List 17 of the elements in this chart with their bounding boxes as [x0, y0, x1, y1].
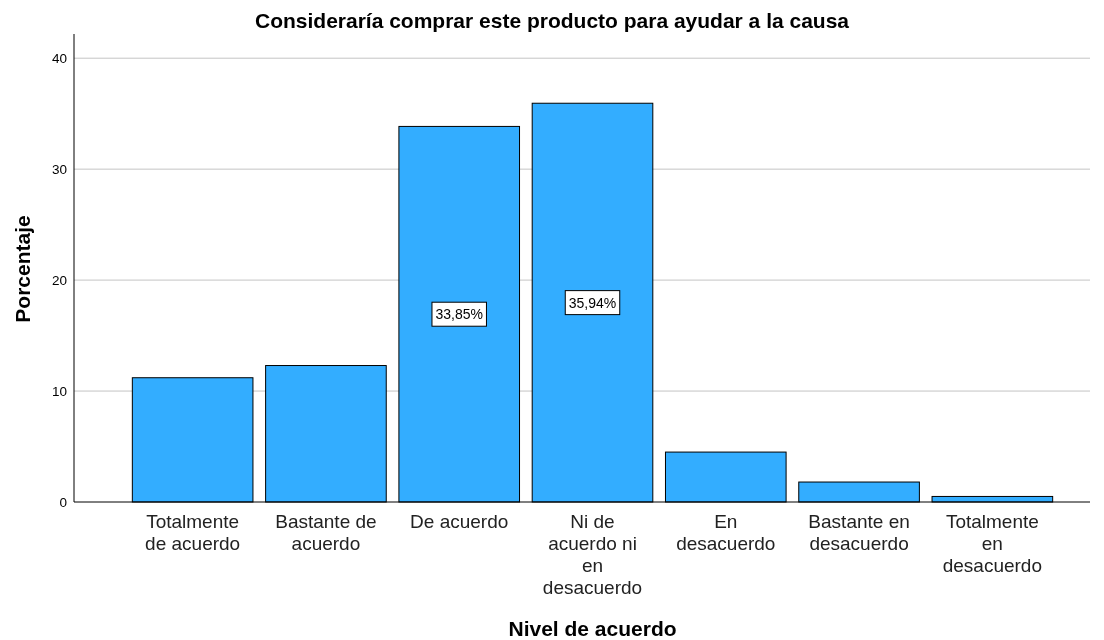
x-tick-label: Bastante de acuerdo — [275, 511, 377, 554]
y-tick-label: 30 — [51, 161, 67, 177]
x-tick-label: En desacuerdo — [676, 511, 776, 554]
data-label: 35,94% — [568, 294, 617, 311]
y-tick-label: 10 — [51, 383, 67, 399]
y-tick-label: 0 — [59, 494, 67, 510]
chart-title: Consideraría comprar este producto para ayudar a la causa — [254, 9, 850, 32]
x-tick-label: Ni de acuerdo ni en desacuerdo — [542, 511, 643, 598]
y-tick-label: 40 — [51, 50, 67, 66]
y-axis-title: Porcentaje — [11, 215, 34, 323]
x-tick-label: Totalmente en desacuerdo — [942, 511, 1043, 576]
x-tick-label: Bastante en desacuerdo — [808, 511, 910, 554]
y-tick-label: 20 — [51, 272, 67, 288]
x-tick-label: Totalmente de acuerdo — [145, 511, 241, 554]
x-axis-title: Nivel de acuerdo — [508, 617, 677, 640]
x-tick-label: De acuerdo — [410, 511, 509, 532]
data-label: 33,85% — [435, 306, 483, 323]
